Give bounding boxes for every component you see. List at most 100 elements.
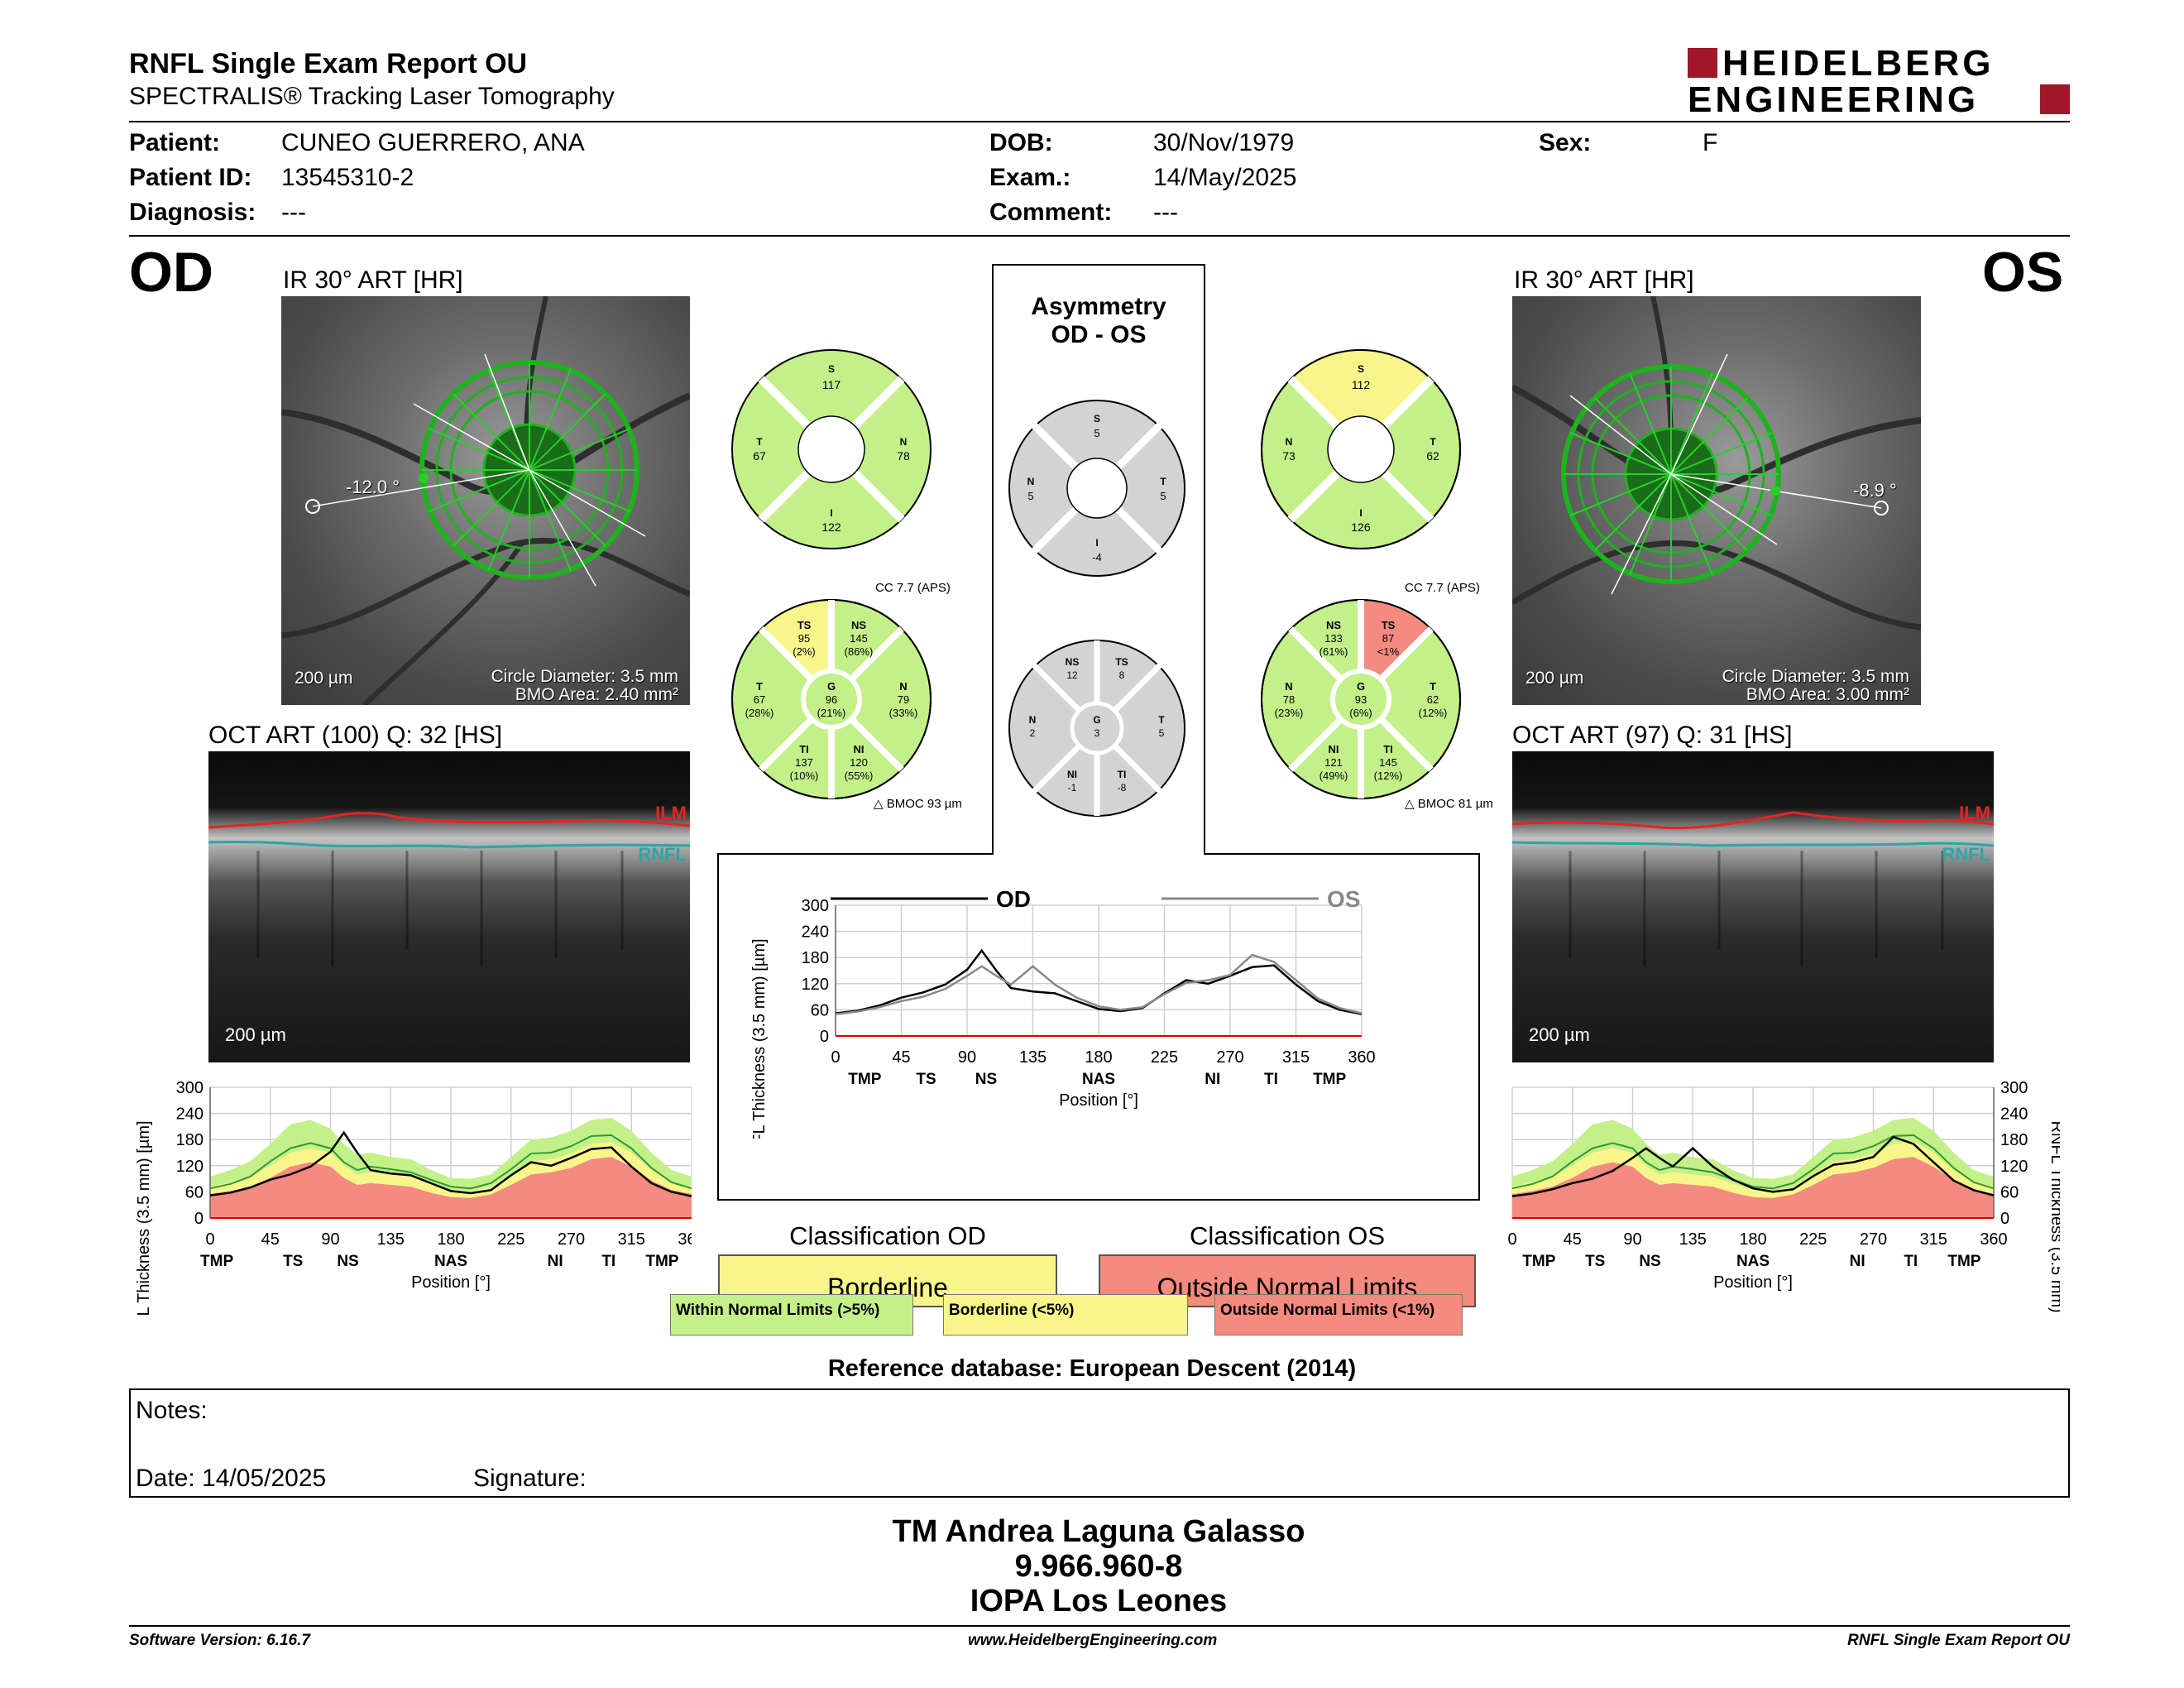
notes-label: Notes: [136, 1397, 208, 1424]
footer-report-name: RNFL Single Exam Report OU [1847, 1632, 2070, 1649]
logo-text-line2: ENGINEERING [1688, 79, 1980, 120]
website-link[interactable]: www.HeidelbergEngineering.com [968, 1632, 1218, 1649]
asymmetry-title-line2: OD - OS [1051, 321, 1147, 348]
od-ni-pct: (55%) [845, 770, 874, 782]
patient-id-label: Patient ID: [129, 164, 252, 191]
os-oct-rnfl-label: RNFL [1942, 844, 1990, 865]
x-axis-label: Position [°] [411, 1273, 491, 1292]
od-oct-image: ILM RNFL 200 µm [208, 751, 690, 1062]
software-version: Software Version: 6.16.7 [129, 1632, 310, 1649]
os-t-label: T [1430, 680, 1436, 693]
od-ti-value: 137 [795, 756, 813, 769]
os-oct-ilm-label: ILM [1959, 803, 1990, 823]
od-profile-chart: 06012018024030004590135180225270315360TM… [135, 1079, 692, 1316]
od-s4-n-label: N [900, 436, 908, 448]
x-tick-label: 135 [1019, 1048, 1046, 1067]
y-tick-label: 300 [176, 1079, 204, 1097]
od-6sector-chart: TS 95 (2%) NS 145 (86%) T 67 (28%) G 96 … [731, 599, 932, 799]
os-scale-bar: 200 µm [1525, 669, 1584, 688]
od-t-value: 67 [754, 693, 765, 706]
od-s4-s-value: 117 [822, 378, 841, 391]
sector-label: NI [548, 1253, 563, 1270]
patient-divider [129, 235, 2070, 237]
asym-t-value: 5 [1159, 727, 1165, 739]
od-oct-scale: 200 µm [225, 1024, 286, 1045]
os-ns-label: NS [1326, 619, 1341, 631]
x-tick-label: 360 [1348, 1048, 1375, 1067]
x-tick-label: 315 [1920, 1230, 1947, 1249]
y-tick-label: 240 [176, 1105, 204, 1124]
x-tick-label: 45 [261, 1230, 280, 1249]
asym-ns-value: 12 [1066, 669, 1078, 681]
svg-text:N: N [1286, 436, 1293, 448]
od-ns-pct: (86%) [845, 645, 874, 658]
os-bmoc: △ BMOC 81 µm [1405, 797, 1493, 811]
x-tick-label: 225 [1151, 1048, 1178, 1067]
od-oct-ilm-label: ILM [655, 803, 687, 823]
heidelberg-logo: HEIDELBERG ENGINEERING [1688, 43, 2070, 120]
asymmetry-title-line1: Asymmetry [1031, 293, 1166, 320]
asym-g-value: 3 [1094, 727, 1100, 739]
svg-text:I: I [1095, 537, 1098, 549]
x-tick-label: 90 [1623, 1230, 1641, 1249]
os-ns-pct: (61%) [1320, 645, 1348, 658]
os-t-value: 62 [1427, 693, 1439, 706]
od-ns-value: 145 [850, 632, 868, 645]
y-tick-label: 180 [176, 1131, 204, 1149]
logo-square-bottom [2040, 84, 2070, 114]
sector-label: TS [916, 1071, 936, 1088]
x-tick-label: 45 [892, 1048, 910, 1067]
asymmetry-chart-legend: OD OS [831, 889, 1360, 912]
series-line-os [835, 953, 1363, 1015]
notes-date: Date: 14/05/2025 [136, 1465, 327, 1492]
os-classification-title: Classification OS [1189, 1221, 1386, 1250]
od-legend-label: OD [996, 889, 1031, 912]
od-oct-rnfl-label: RNFL [638, 844, 687, 865]
sector-label: TMP [645, 1253, 678, 1270]
asym-ts-label: TS [1115, 656, 1128, 668]
y-axis-label: RNFL Thickness (3.5 mm) [µm] [2048, 1120, 2060, 1316]
asym-ni-label: NI [1067, 769, 1077, 780]
x-tick-label: 360 [678, 1230, 692, 1249]
signer-id: 9.966.960-8 [1014, 1549, 1183, 1584]
od-bmo-area: BMO Area: 2.40 mm² [515, 685, 678, 704]
report-subtitle: SPECTRALIS® Tracking Laser Tomography [129, 83, 615, 110]
dob: 30/Nov/1979 [1153, 129, 1295, 156]
os-ti-value: 145 [1379, 756, 1397, 769]
os-cc: CC 7.7 (APS) [1405, 581, 1480, 595]
sex-label: Sex: [1539, 129, 1592, 156]
reference-database: Reference database: European Descent (20… [827, 1355, 1357, 1382]
od-g-value: 96 [826, 693, 837, 706]
report-title: RNFL Single Exam Report OU [129, 48, 528, 79]
header-divider [129, 121, 2070, 122]
legend-within: Within Normal Limits (>5%) [670, 1294, 913, 1336]
sector-label: NI [1850, 1253, 1866, 1270]
od-scale-bar: 200 µm [295, 669, 353, 688]
os-g-value: 93 [1355, 693, 1367, 706]
y-tick-label: 0 [2000, 1210, 2009, 1228]
y-tick-label: 60 [2000, 1183, 2019, 1201]
asymmetry-4sector-chart: S 5 N 5 T 5 I -4 [1008, 400, 1185, 577]
od-fundus-image: -12.0 ° 200 µm Circle Diameter: 3.5 mm B… [281, 296, 690, 705]
asym-ti-value: -8 [1118, 782, 1127, 794]
os-g-pct: (6%) [1349, 707, 1372, 719]
notes-box[interactable]: Notes: Date: 14/05/2025 Signature: [129, 1388, 2070, 1498]
os-oct-image: ILM RNFL 200 µm [1512, 751, 1994, 1062]
os-ni-value: 121 [1324, 756, 1343, 769]
y-tick-label: 0 [820, 1028, 829, 1046]
os-s4-i-value: 126 [1351, 520, 1371, 534]
asym-n-label: N [1029, 714, 1037, 726]
y-axis-label: RNFL Thickness (3.5 mm) [µm] [135, 1120, 153, 1316]
od-n-pct: (33%) [889, 707, 918, 719]
x-tick-label: 0 [205, 1230, 214, 1249]
sector-label: NS [1639, 1253, 1660, 1270]
od-n-value: 79 [898, 693, 909, 706]
asym-s4-n-value: 5 [1027, 490, 1033, 502]
series-line-os [1511, 1135, 1995, 1197]
os-oct-layers [1512, 811, 1994, 966]
patient-label: Patient: [129, 129, 221, 156]
sector-label: TMP [848, 1071, 881, 1088]
od-ts-pct: (2%) [793, 645, 815, 658]
asymmetry-6sector-chart: NS 12 TS 8 N 2 G 3 T 5 NI -1 TI -8 [1008, 640, 1185, 817]
